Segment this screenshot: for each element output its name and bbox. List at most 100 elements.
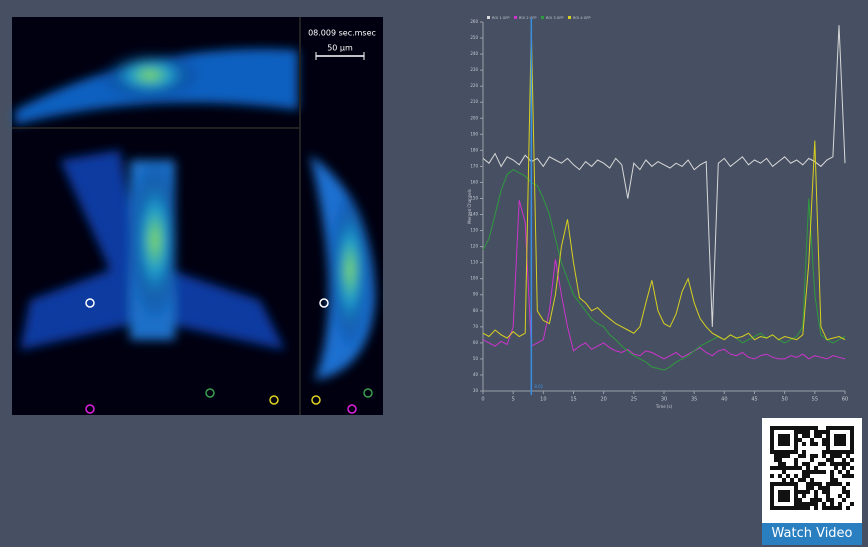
- qr-cell: [794, 446, 798, 450]
- qr-cell: [830, 502, 834, 506]
- qr-cell: [794, 434, 798, 438]
- qr-cell: [834, 478, 838, 482]
- qr-cell: [798, 502, 802, 506]
- qr-cell: [806, 474, 810, 478]
- y-tick-label: 150: [470, 195, 478, 200]
- qr-cell: [818, 498, 822, 502]
- qr-cell: [782, 462, 786, 466]
- qr-cell: [774, 482, 778, 486]
- qr-cell: [782, 442, 786, 446]
- qr-cell: [850, 434, 854, 438]
- qr-cell: [806, 430, 810, 434]
- qr-cell: [770, 450, 774, 454]
- qr-cell: [770, 438, 774, 442]
- qr-cell: [806, 486, 810, 490]
- qr-cell: [802, 502, 806, 506]
- qr-cell: [794, 474, 798, 478]
- qr-cell: [774, 458, 778, 462]
- qr-cell: [802, 450, 806, 454]
- x-tick-label: 10: [540, 397, 546, 403]
- qr-cell: [794, 458, 798, 462]
- qr-cell: [794, 482, 798, 486]
- qr-cell: [814, 502, 818, 506]
- qr-cell: [774, 466, 778, 470]
- qr-cell: [782, 470, 786, 474]
- qr-cell: [786, 482, 790, 486]
- qr-cell: [802, 430, 806, 434]
- qr-cell: [846, 474, 850, 478]
- qr-cell: [838, 450, 842, 454]
- qr-cell: [822, 430, 826, 434]
- qr-cell: [770, 486, 774, 490]
- qr-cell: [810, 478, 814, 482]
- qr-cell: [770, 446, 774, 450]
- qr-cell: [790, 482, 794, 486]
- qr-cell: [794, 486, 798, 490]
- series-line: [482, 29, 846, 341]
- qr-cell: [830, 454, 834, 458]
- qr-cell: [846, 506, 850, 510]
- qr-cell: [794, 450, 798, 454]
- qr-cell: [790, 450, 794, 454]
- qr-cell: [814, 506, 818, 510]
- x-tick-label: 60: [842, 397, 848, 403]
- qr-cell: [786, 434, 790, 438]
- qr-cell: [798, 478, 802, 482]
- qr-cell: [814, 426, 818, 430]
- qr-cell: [770, 482, 774, 486]
- qr-cell: [822, 462, 826, 466]
- qr-cell: [806, 434, 810, 438]
- qr-cell: [830, 498, 834, 502]
- qr-cell: [778, 498, 782, 502]
- qr-cell: [826, 498, 830, 502]
- qr-cell: [790, 426, 794, 430]
- qr-cell: [774, 454, 778, 458]
- qr-cell: [786, 450, 790, 454]
- qr-cell: [838, 494, 842, 498]
- qr-cell: [834, 434, 838, 438]
- qr-cell: [778, 506, 782, 510]
- qr-cell: [794, 498, 798, 502]
- qr-cell: [830, 426, 834, 430]
- y-tick-label: 30: [473, 388, 479, 393]
- qr-cell: [850, 446, 854, 450]
- y-tick-label: 190: [470, 131, 478, 136]
- x-axis-label: Time (s): [655, 404, 673, 409]
- y-tick-label: 40: [473, 372, 479, 377]
- legend-label: ROI 2 GFP: [519, 16, 537, 20]
- qr-cell: [778, 454, 782, 458]
- qr-cell: [794, 502, 798, 506]
- legend-swatch: [487, 16, 490, 19]
- qr-cell: [794, 438, 798, 442]
- y-tick-label: 100: [470, 276, 478, 281]
- qr-cell: [850, 466, 854, 470]
- video-card[interactable]: Watch Video: [762, 418, 862, 545]
- qr-cell: [826, 438, 830, 442]
- qr-cell: [802, 426, 806, 430]
- qr-cell: [786, 494, 790, 498]
- qr-cell: [834, 506, 838, 510]
- qr-cell: [806, 466, 810, 470]
- qr-cell: [850, 438, 854, 442]
- qr-cell: [850, 426, 854, 430]
- qr-cell: [774, 426, 778, 430]
- legend-label: ROI 3 GFP: [546, 16, 564, 20]
- qr-cell: [838, 426, 842, 430]
- qr-cell: [790, 478, 794, 482]
- watch-video-label[interactable]: Watch Video: [762, 523, 862, 545]
- qr-cell: [778, 482, 782, 486]
- qr-cell: [838, 434, 842, 438]
- qr-cell: [818, 486, 822, 490]
- qr-cell: [778, 462, 782, 466]
- tissue: [15, 48, 375, 380]
- qr-cell: [850, 458, 854, 462]
- qr-cell: [846, 450, 850, 454]
- qr-cell: [810, 438, 814, 442]
- x-tick-label: 25: [631, 397, 637, 403]
- x-tick-label: 5: [512, 397, 515, 403]
- qr-cell: [806, 470, 810, 474]
- qr-cell: [846, 482, 850, 486]
- qr-cell: [822, 506, 826, 510]
- qr-cell: [826, 426, 830, 430]
